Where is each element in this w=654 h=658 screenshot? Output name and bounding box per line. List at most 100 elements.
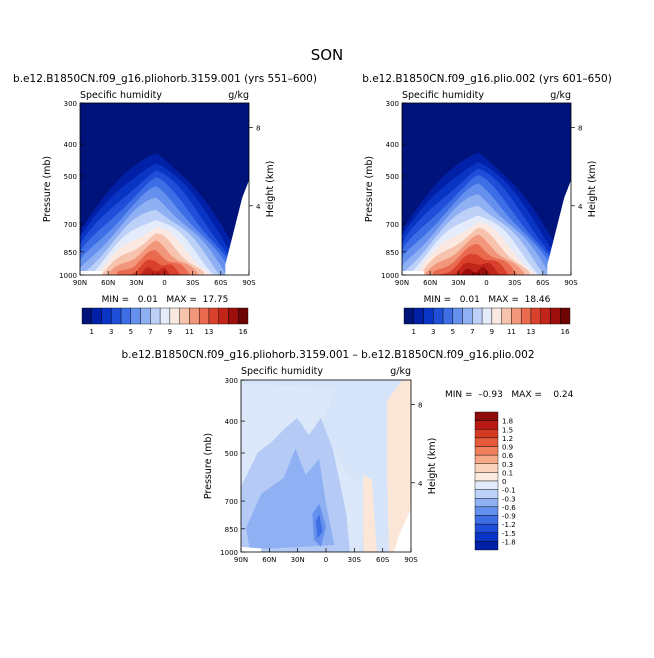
tick-label: 60S	[214, 279, 228, 287]
tick-label: 400	[225, 418, 238, 426]
colorbar-swatch	[501, 307, 512, 325]
colorbar-swatch	[474, 454, 499, 464]
tick-label: 60N	[101, 279, 115, 287]
tick-label: 90N	[234, 556, 248, 564]
colorbar-label: 11	[185, 328, 194, 336]
colorbar-label: 9	[490, 328, 494, 336]
y-axis-label: Pressure (mb)	[42, 156, 53, 222]
tick-label: 90S	[564, 279, 578, 287]
colorbar-label: 11	[507, 328, 516, 336]
colorbar-swatch	[511, 307, 522, 325]
tick-label: 0	[162, 279, 166, 287]
colorbar-label: -1.2	[502, 521, 516, 529]
colorbar-swatch	[198, 307, 210, 325]
tick-label: 700	[386, 221, 399, 229]
colorbar-swatch	[189, 307, 200, 325]
variable-label: Specific humidity	[80, 90, 162, 101]
y-axis-label: Pressure (mb)	[203, 433, 214, 499]
colorbar-label: 1.8	[502, 418, 513, 426]
panel-difference: b.e12.B1850CN.f09_g16.pliohorb.3159.001 …	[121, 349, 573, 564]
colorbar-swatch	[560, 307, 571, 325]
colorbar-label: -0.9	[502, 513, 516, 521]
colorbar-swatch	[452, 307, 463, 325]
stats-label: MIN = 0.01 MAX = 18.46	[424, 295, 551, 305]
colorbar-swatch	[474, 429, 499, 439]
colorbar-swatch	[179, 307, 190, 325]
colorbar-swatch	[413, 307, 424, 325]
units-label: g/kg	[228, 90, 249, 101]
tick-label: 90N	[395, 279, 409, 287]
colorbar-swatch	[474, 411, 499, 421]
colorbar-label: 9	[168, 328, 172, 336]
colorbar-swatch	[169, 307, 180, 325]
tick-label: 700	[225, 498, 238, 506]
tick-label: 90S	[404, 556, 418, 564]
colorbar-swatch	[208, 307, 219, 325]
tick-label: 850	[386, 249, 399, 257]
season-title: SON	[311, 46, 344, 64]
tick-label: 90N	[73, 279, 87, 287]
tick-label: 8	[578, 124, 582, 132]
colorbar-label: 7	[148, 328, 152, 336]
stats-label: MIN = 0.01 MAX = 17.75	[102, 295, 229, 305]
colorbar-swatch	[228, 307, 239, 325]
colorbar-swatch	[150, 307, 161, 325]
tick-label: 30S	[508, 279, 522, 287]
colorbar-label: 5	[451, 328, 455, 336]
colorbar-swatch	[530, 307, 541, 325]
panel-pliohorb: b.e12.B1850CN.f09_g16.pliohorb.3159.001 …	[13, 73, 317, 305]
tick-label: 60S	[376, 556, 390, 564]
tick-label: 60S	[536, 279, 550, 287]
colorbar-swatch	[111, 307, 122, 325]
colorbar-swatch	[474, 437, 499, 447]
colorbar-label: 0	[502, 478, 506, 486]
tick-label: 60N	[423, 279, 437, 287]
colorbar-swatch	[474, 541, 499, 551]
colorbar-label: -0.3	[502, 495, 516, 503]
colorbar-label: 13	[204, 328, 213, 336]
colorbar-swatch	[101, 307, 112, 325]
tick-label: 60N	[262, 556, 276, 564]
stats-label: MIN = –0.93 MAX = 0.24	[445, 390, 574, 400]
tick-label: 8	[256, 124, 260, 132]
tick-label: 30S	[186, 279, 200, 287]
colorbar-swatch	[474, 489, 499, 499]
y2-axis-label: Height (km)	[587, 161, 598, 218]
tick-label: 500	[64, 173, 77, 181]
colorbar-swatch	[130, 307, 141, 325]
tick-label: 500	[386, 173, 399, 181]
tick-label: 1000	[59, 272, 77, 280]
colorbar-label: 0.1	[502, 469, 513, 477]
colorbar-panel-1: 1 3 5 7 9 11 13 16	[81, 307, 249, 336]
colorbar-label: 1.5	[502, 426, 513, 434]
colorbar-swatch	[238, 307, 249, 325]
colorbar-label: 3	[109, 328, 113, 336]
colorbar-swatch	[462, 307, 473, 325]
tick-label: 300	[64, 100, 77, 108]
colorbar-swatch	[81, 307, 92, 325]
tick-label: 90S	[242, 279, 256, 287]
variable-label: Specific humidity	[241, 366, 323, 377]
colorbar-difference: 1.81.51.20.90.60.30.10-0.1-0.3-0.6-0.9-1…	[474, 411, 516, 551]
tick-label: 700	[64, 221, 77, 229]
colorbar-swatch	[474, 506, 499, 516]
units-label: g/kg	[550, 90, 571, 101]
colorbar-label: -1.8	[502, 538, 516, 546]
tick-label: 1000	[220, 549, 238, 557]
colorbar-label: -0.1	[502, 487, 516, 495]
tick-label: 400	[386, 141, 399, 149]
colorbar-panel-2: 1 3 5 7 9 11 13 16	[403, 307, 571, 336]
colorbar-swatch	[474, 446, 499, 456]
colorbar-label: 0.3	[502, 461, 513, 469]
colorbar-swatch	[423, 307, 434, 325]
colorbar-swatch	[474, 463, 499, 473]
panel-plio: b.e12.B1850CN.f09_g16.plio.002 (yrs 601–…	[362, 73, 612, 305]
tick-label: 400	[64, 141, 77, 149]
colorbar-label: 3	[431, 328, 435, 336]
panel-title: b.e12.B1850CN.f09_g16.pliohorb.3159.001 …	[121, 349, 534, 361]
colorbar-label: 16	[239, 328, 248, 336]
colorbar-swatch	[140, 307, 151, 325]
y2-axis-label: Height (km)	[427, 438, 438, 495]
variable-label: Specific humidity	[402, 90, 484, 101]
colorbar-swatch	[474, 532, 499, 542]
